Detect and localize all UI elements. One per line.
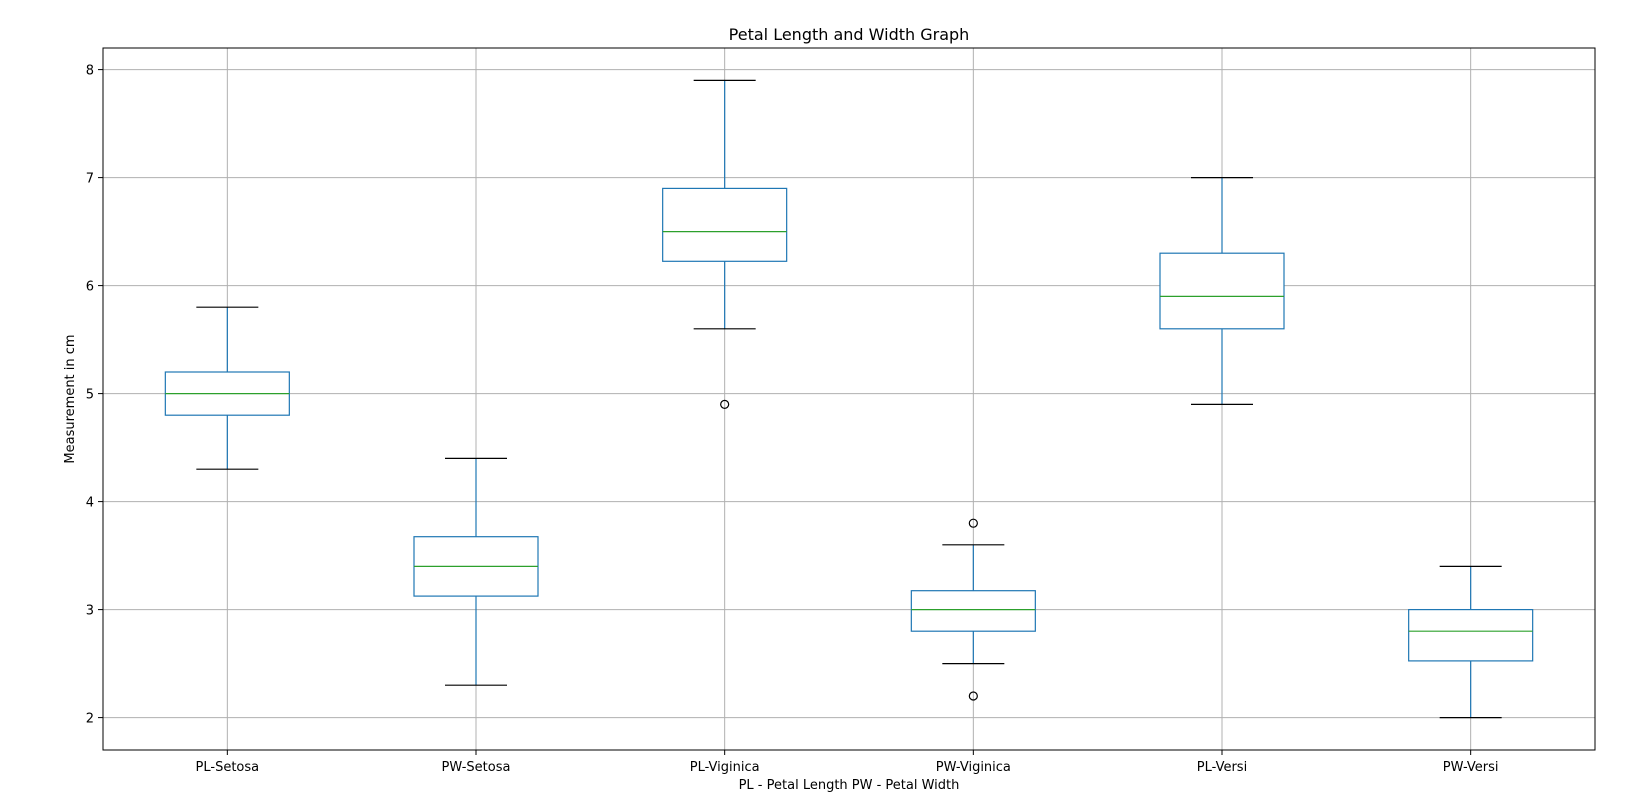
outlier-point <box>968 518 978 528</box>
iqr-box <box>662 187 788 262</box>
y-tick-label: 3 <box>86 604 94 619</box>
box-pw-viginica <box>910 518 1036 701</box>
box-pw-versi <box>1408 565 1534 719</box>
x-tick-label: PL-Setosa <box>196 760 260 775</box>
x-tick-label: PW-Viginica <box>936 760 1011 775</box>
box-pl-versi <box>1159 177 1285 405</box>
x-tick-label: PL-Viginica <box>690 760 760 775</box>
y-tick-label: 6 <box>86 280 94 295</box>
iqr-box <box>910 590 1036 632</box>
box-pl-setosa <box>164 306 290 470</box>
box-series <box>164 79 1534 719</box>
outlier-point <box>968 691 978 701</box>
box-pl-viginica <box>662 79 788 409</box>
chart-title: Petal Length and Width Graph <box>729 25 970 44</box>
x-tick-label: PW-Setosa <box>442 760 511 775</box>
x-tick-label: PL-Versi <box>1197 760 1247 775</box>
axis-ticks: 2 3 4 5 6 7 8 PL-Setosa PW-Setosa PL-Viginica PW-V… <box>86 64 1499 775</box>
grid-lines <box>103 48 1595 750</box>
x-axis-label: PL - Petal Length PW - Petal Width <box>739 778 960 793</box>
outlier-point <box>720 399 730 409</box>
y-axis-label: Measurement in cm <box>63 334 78 463</box>
iqr-box <box>1159 252 1285 330</box>
plot-area-frame <box>102 47 1596 751</box>
y-tick-label: 5 <box>86 388 94 403</box>
y-tick-label: 8 <box>86 64 94 79</box>
box-pw-setosa <box>413 457 539 686</box>
x-tick-label: PW-Versi <box>1443 760 1499 775</box>
y-tick-label: 4 <box>86 496 94 511</box>
iqr-box <box>1408 608 1534 662</box>
y-tick-label: 2 <box>86 712 94 727</box>
y-tick-label: 7 <box>86 172 94 187</box>
